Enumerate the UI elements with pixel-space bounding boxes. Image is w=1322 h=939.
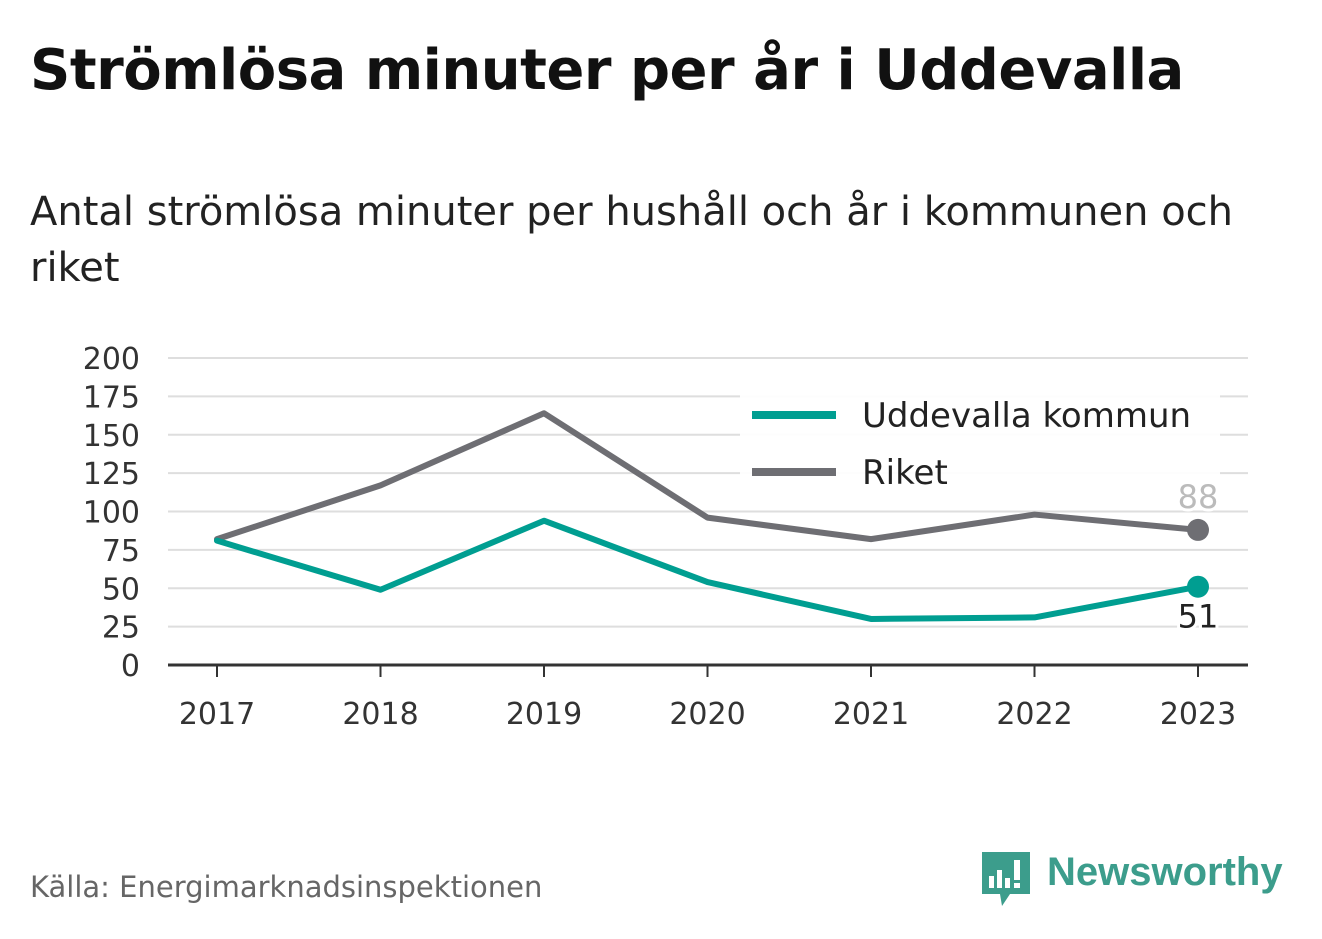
x-tick-label: 2017 xyxy=(179,697,255,732)
legend-label-riket: Riket xyxy=(862,453,948,493)
series-line-kommun xyxy=(214,517,1201,622)
x-tick-label: 2022 xyxy=(996,697,1072,732)
x-tick-label: 2020 xyxy=(669,697,745,732)
legend: Uddevalla kommun Riket xyxy=(740,392,1220,500)
legend-label-kommun: Uddevalla kommun xyxy=(862,396,1191,436)
x-axis: 2017 2018 2019 2020 2021 2022 2023 xyxy=(168,663,1248,732)
y-tick-label: 100 xyxy=(83,496,140,531)
series-line-riket xyxy=(214,410,1201,543)
series: 88 51 xyxy=(214,410,1221,639)
y-tick-label: 150 xyxy=(83,419,140,454)
x-tick-label: 2018 xyxy=(342,697,418,732)
newsworthy-icon xyxy=(982,852,1030,906)
y-tick-label: 200 xyxy=(83,342,140,377)
y-tick-label: 75 xyxy=(102,534,140,569)
y-tick-label: 175 xyxy=(83,380,140,415)
y-tick-label: 125 xyxy=(83,457,140,492)
chart-subtitle: Antal strömlösa minuter per hushåll och … xyxy=(30,189,1234,291)
end-marker-kommun xyxy=(1187,575,1209,598)
end-label-kommun: 51 xyxy=(1178,598,1219,636)
end-marker-riket xyxy=(1187,518,1209,541)
legend-background xyxy=(740,392,1220,500)
end-label-riket: 88 xyxy=(1178,478,1219,516)
x-tick-label: 2023 xyxy=(1160,697,1236,732)
source-note: Källa: Energimarknadsinspektionen xyxy=(30,870,543,904)
y-tick-label: 50 xyxy=(102,572,140,607)
x-tick-label: 2019 xyxy=(506,697,582,732)
brand-name: Newsworthy xyxy=(1047,850,1283,894)
chart-title: Strömlösa minuter per år i Uddevalla xyxy=(30,38,1184,103)
y-tick-label: 0 xyxy=(121,649,140,684)
x-tick-label: 2021 xyxy=(833,697,909,732)
y-tick-label: 25 xyxy=(102,611,140,646)
newsworthy-logo: Newsworthy xyxy=(980,850,1300,910)
